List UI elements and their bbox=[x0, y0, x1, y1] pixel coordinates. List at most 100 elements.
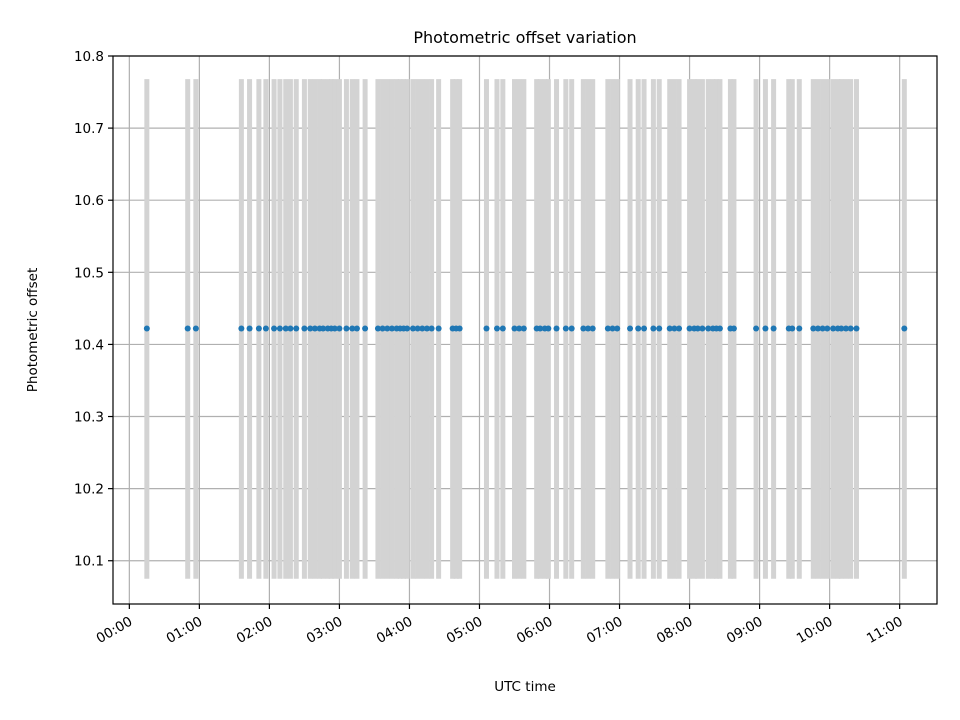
y-tick-label: 10.8 bbox=[74, 49, 104, 65]
data-point bbox=[374, 325, 381, 332]
y-tick-label: 10.1 bbox=[74, 554, 104, 570]
data-point bbox=[609, 325, 616, 332]
data-point bbox=[614, 325, 621, 332]
data-point bbox=[810, 325, 817, 332]
data-point bbox=[656, 325, 663, 332]
y-tick-label: 10.3 bbox=[74, 410, 104, 426]
data-point bbox=[650, 325, 657, 332]
data-point bbox=[699, 325, 706, 332]
data-point bbox=[287, 325, 294, 332]
y-tick-label: 10.4 bbox=[74, 337, 104, 353]
y-tick-label: 10.5 bbox=[74, 265, 104, 281]
data-point bbox=[589, 325, 596, 332]
data-point bbox=[516, 325, 523, 332]
data-point bbox=[814, 325, 821, 332]
x-tick-label: 10:00 bbox=[794, 614, 836, 647]
data-point bbox=[353, 325, 360, 332]
data-point bbox=[349, 325, 356, 332]
y-tick-label: 10.2 bbox=[74, 482, 104, 498]
data-point bbox=[716, 325, 723, 332]
data-point bbox=[362, 325, 369, 332]
data-point bbox=[686, 325, 693, 332]
data-point bbox=[824, 325, 831, 332]
data-point bbox=[705, 325, 712, 332]
y-axis-label: Photometric offset bbox=[25, 268, 41, 392]
data-point bbox=[753, 325, 760, 332]
data-point bbox=[388, 325, 395, 332]
x-tick-label: 00:00 bbox=[94, 614, 136, 647]
data-point bbox=[493, 325, 500, 332]
data-point bbox=[409, 325, 416, 332]
data-point bbox=[435, 325, 442, 332]
data-point bbox=[143, 325, 150, 332]
data-point bbox=[796, 325, 803, 332]
y-tick-label: 10.6 bbox=[74, 193, 104, 209]
plot-frame bbox=[112, 55, 938, 605]
data-point bbox=[238, 325, 245, 332]
data-point bbox=[343, 325, 350, 332]
data-point bbox=[676, 325, 683, 332]
data-point bbox=[331, 325, 338, 332]
data-point bbox=[694, 325, 701, 332]
data-point bbox=[847, 325, 854, 332]
x-tick-label: 11:00 bbox=[864, 614, 906, 647]
data-point bbox=[604, 325, 611, 332]
data-point bbox=[635, 325, 642, 332]
data-point bbox=[276, 325, 283, 332]
data-point bbox=[271, 325, 278, 332]
data-point bbox=[580, 325, 587, 332]
data-point bbox=[830, 325, 837, 332]
data-point bbox=[336, 325, 343, 332]
x-tick-label: 08:00 bbox=[654, 614, 696, 647]
chart-title: Photometric offset variation bbox=[413, 28, 636, 47]
x-tick-label: 05:00 bbox=[444, 614, 486, 647]
data-point bbox=[666, 325, 673, 332]
data-point bbox=[414, 325, 421, 332]
data-point bbox=[627, 325, 634, 332]
data-point bbox=[246, 325, 253, 332]
x-axis-label: UTC time bbox=[494, 679, 556, 695]
data-point bbox=[562, 325, 569, 332]
data-point bbox=[311, 325, 318, 332]
data-point bbox=[730, 325, 737, 332]
x-tick-label: 01:00 bbox=[164, 614, 206, 647]
data-point bbox=[419, 325, 426, 332]
data-point bbox=[499, 325, 506, 332]
x-tick-label: 04:00 bbox=[374, 614, 416, 647]
y-tick-label: 10.7 bbox=[74, 121, 104, 137]
axis-ticks: 00:00 01:00 02:00 03:00 04:00 05:00 06:00 07:00… bbox=[74, 49, 906, 647]
data-point bbox=[404, 325, 411, 332]
data-point bbox=[511, 325, 518, 332]
data-point bbox=[838, 325, 845, 332]
data-point bbox=[184, 325, 191, 332]
data-point bbox=[483, 325, 490, 332]
data-point bbox=[262, 325, 269, 332]
data-point bbox=[320, 325, 327, 332]
x-tick-label: 03:00 bbox=[304, 614, 346, 647]
data-point bbox=[255, 325, 262, 332]
data-point bbox=[553, 325, 560, 332]
data-point bbox=[842, 325, 849, 332]
data-point bbox=[301, 325, 308, 332]
data-point bbox=[568, 325, 575, 332]
data-point bbox=[423, 325, 430, 332]
data-point bbox=[762, 325, 769, 332]
data-point bbox=[819, 325, 826, 332]
data-point bbox=[520, 325, 527, 332]
data-point bbox=[853, 325, 860, 332]
data-point bbox=[901, 325, 908, 332]
data-point bbox=[641, 325, 648, 332]
data-point bbox=[585, 325, 592, 332]
data-point bbox=[770, 325, 777, 332]
data-point bbox=[456, 325, 463, 332]
x-tick-label: 09:00 bbox=[724, 614, 766, 647]
data-point bbox=[307, 325, 314, 332]
data-point bbox=[282, 325, 289, 332]
x-tick-label: 06:00 bbox=[514, 614, 556, 647]
x-tick-label: 07:00 bbox=[584, 614, 626, 647]
data-point bbox=[671, 325, 678, 332]
data-point bbox=[428, 325, 435, 332]
data-point bbox=[545, 325, 552, 332]
data-point bbox=[192, 325, 199, 332]
